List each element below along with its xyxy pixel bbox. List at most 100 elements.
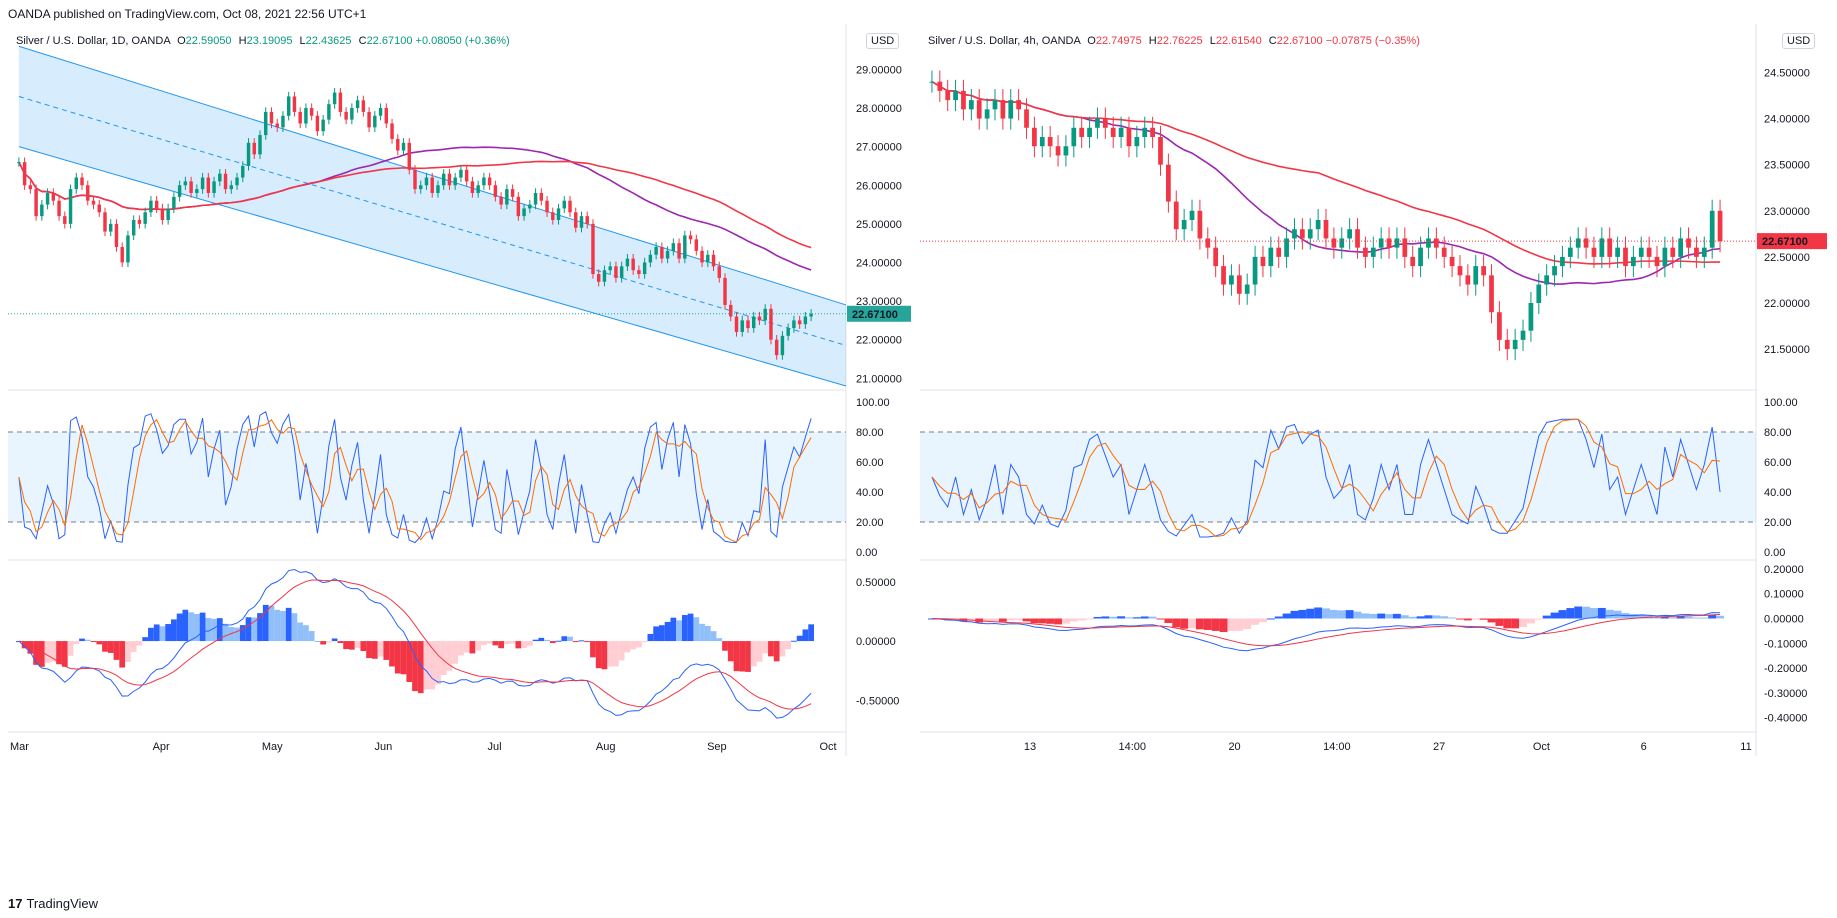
right-macd-hist-bar <box>1653 616 1661 619</box>
right-macd-hist-bar <box>1479 618 1488 620</box>
right-time-label: 14:00 <box>1119 741 1147 753</box>
left-macd-hist-bar <box>503 641 510 645</box>
left-macd-hist-bar <box>687 613 694 642</box>
right-macd-hist-bar <box>1061 618 1070 624</box>
right-currency-button[interactable]: USD <box>1782 33 1816 49</box>
left-macd-hist-bar <box>348 641 355 650</box>
left-macd-hist-bar <box>607 641 614 667</box>
left-macd-hist-bar <box>90 641 97 643</box>
left-macd-hist-bar <box>308 631 315 642</box>
right-macd-hist-bar <box>1463 618 1472 621</box>
right-macd-hist-bar <box>1164 618 1173 623</box>
left-chart-canvas[interactable]: 22.67100 29.00000 28.00000 27.00000 26.00000… <box>8 24 914 870</box>
left-price-tick: 22.00000 <box>856 335 902 347</box>
left-macd-hist-bar <box>27 641 34 654</box>
left-candle <box>57 200 61 217</box>
left-macd-hist-bar <box>412 641 418 692</box>
left-macd-hist-bar <box>56 641 62 665</box>
left-macd-hist-bar <box>222 623 229 642</box>
right-signal-line <box>931 613 1721 647</box>
left-macd-hist-bar <box>314 640 321 642</box>
left-macd-hist-bar <box>521 641 527 649</box>
right-candle <box>1047 137 1053 147</box>
left-macd-hist-bar <box>463 641 470 653</box>
left-candle <box>218 173 222 182</box>
right-high-label: H <box>1148 35 1157 47</box>
tradingview-brand[interactable]: 17 TradingView <box>8 896 98 911</box>
left-time-label: Jun <box>375 741 393 753</box>
left-macd-hist-bar <box>716 638 723 642</box>
right-candle <box>1418 247 1423 267</box>
left-macd-hist-bar <box>773 641 780 662</box>
right-candle <box>1504 339 1510 350</box>
left-macd-hist-bar <box>664 621 671 642</box>
right-macd-hist-bar <box>1629 614 1638 619</box>
right-time-label: 20 <box>1228 741 1240 753</box>
left-close: 22.67100 <box>366 35 413 47</box>
left-candle <box>482 177 486 186</box>
left-candle <box>350 108 354 120</box>
left-macd-hist-bar <box>469 641 476 654</box>
right-macd-hist-bar <box>1322 608 1330 619</box>
right-macd-hist-bar <box>1101 616 1110 619</box>
left-macd-hist-bar <box>257 613 263 642</box>
right-candle <box>1039 137 1045 147</box>
right-low: 22.61540 <box>1215 35 1262 47</box>
left-stoch-tick: 0.00 <box>856 547 877 559</box>
left-macd-hist-bar <box>647 633 654 642</box>
left-candle <box>137 220 142 224</box>
right-chart[interactable]: 22.67100 24.50000 24.00000 23.50000 23.00000… <box>920 24 1830 870</box>
left-candle <box>86 185 90 201</box>
left-macd-hist-bar <box>458 641 464 656</box>
left-macd-hist-bar <box>107 641 114 653</box>
left-macd-hist-bar <box>337 641 344 644</box>
right-candle <box>992 100 998 110</box>
left-macd-hist-bar <box>21 641 28 649</box>
left-candle <box>378 108 383 116</box>
right-candle <box>1489 275 1494 313</box>
right-macd-hist-bar <box>1337 610 1346 619</box>
right-macd-hist-bar <box>1708 614 1717 619</box>
left-candle <box>619 266 624 278</box>
right-close-label: C <box>1268 35 1277 47</box>
right-macd-hist-bar <box>1566 608 1575 619</box>
left-candle <box>430 177 434 193</box>
right-last-price-badge <box>1757 233 1827 250</box>
right-candle <box>1276 247 1282 257</box>
right-macd-tick: 0.20000 <box>1764 564 1804 576</box>
left-macd-hist-bar <box>808 624 814 642</box>
right-stoch-tick: 60.00 <box>1764 457 1792 469</box>
right-macd-hist-bar <box>1582 606 1591 619</box>
right-macd-hist-bar <box>1684 616 1693 619</box>
left-macd-hist-bar <box>802 629 809 642</box>
left-candle <box>241 165 245 178</box>
right-candle <box>1134 137 1140 147</box>
right-open: 22.74975 <box>1095 35 1142 47</box>
left-macd-hist-bar <box>136 641 143 646</box>
right-candle <box>1678 238 1684 257</box>
left-chart[interactable]: 22.67100 29.00000 28.00000 27.00000 26.00000… <box>8 24 914 870</box>
left-candle <box>441 173 446 186</box>
right-macd-hist-bar <box>1306 608 1315 619</box>
right-macd-hist-bar <box>1660 616 1669 619</box>
left-stoch-tick: 60.00 <box>856 457 884 469</box>
right-macd-hist-bar <box>1345 610 1354 619</box>
right-macd-hist-bar <box>1219 618 1228 633</box>
right-macd-hist-bar <box>1408 616 1417 619</box>
right-candle <box>1560 256 1565 267</box>
left-macd-hist-bar <box>572 641 579 643</box>
left-candle <box>786 328 790 336</box>
left-macd-hist-bar <box>486 641 493 644</box>
left-candle <box>206 177 211 193</box>
left-macd-hist-bar <box>239 625 246 642</box>
right-chart-canvas[interactable]: 22.67100 24.50000 24.00000 23.50000 23.00000… <box>920 24 1830 870</box>
right-macd-hist-bar <box>1574 606 1583 619</box>
left-macd-hist-bar <box>567 636 573 642</box>
left-macd-hist-bar <box>245 617 252 642</box>
left-macd-hist-bar <box>429 641 436 690</box>
right-macd-tick: -0.30000 <box>1764 688 1807 700</box>
left-currency-button[interactable]: USD <box>866 33 900 49</box>
left-macd-hist-bar <box>618 641 625 661</box>
left-candle <box>373 115 377 128</box>
right-candle <box>1402 238 1408 257</box>
